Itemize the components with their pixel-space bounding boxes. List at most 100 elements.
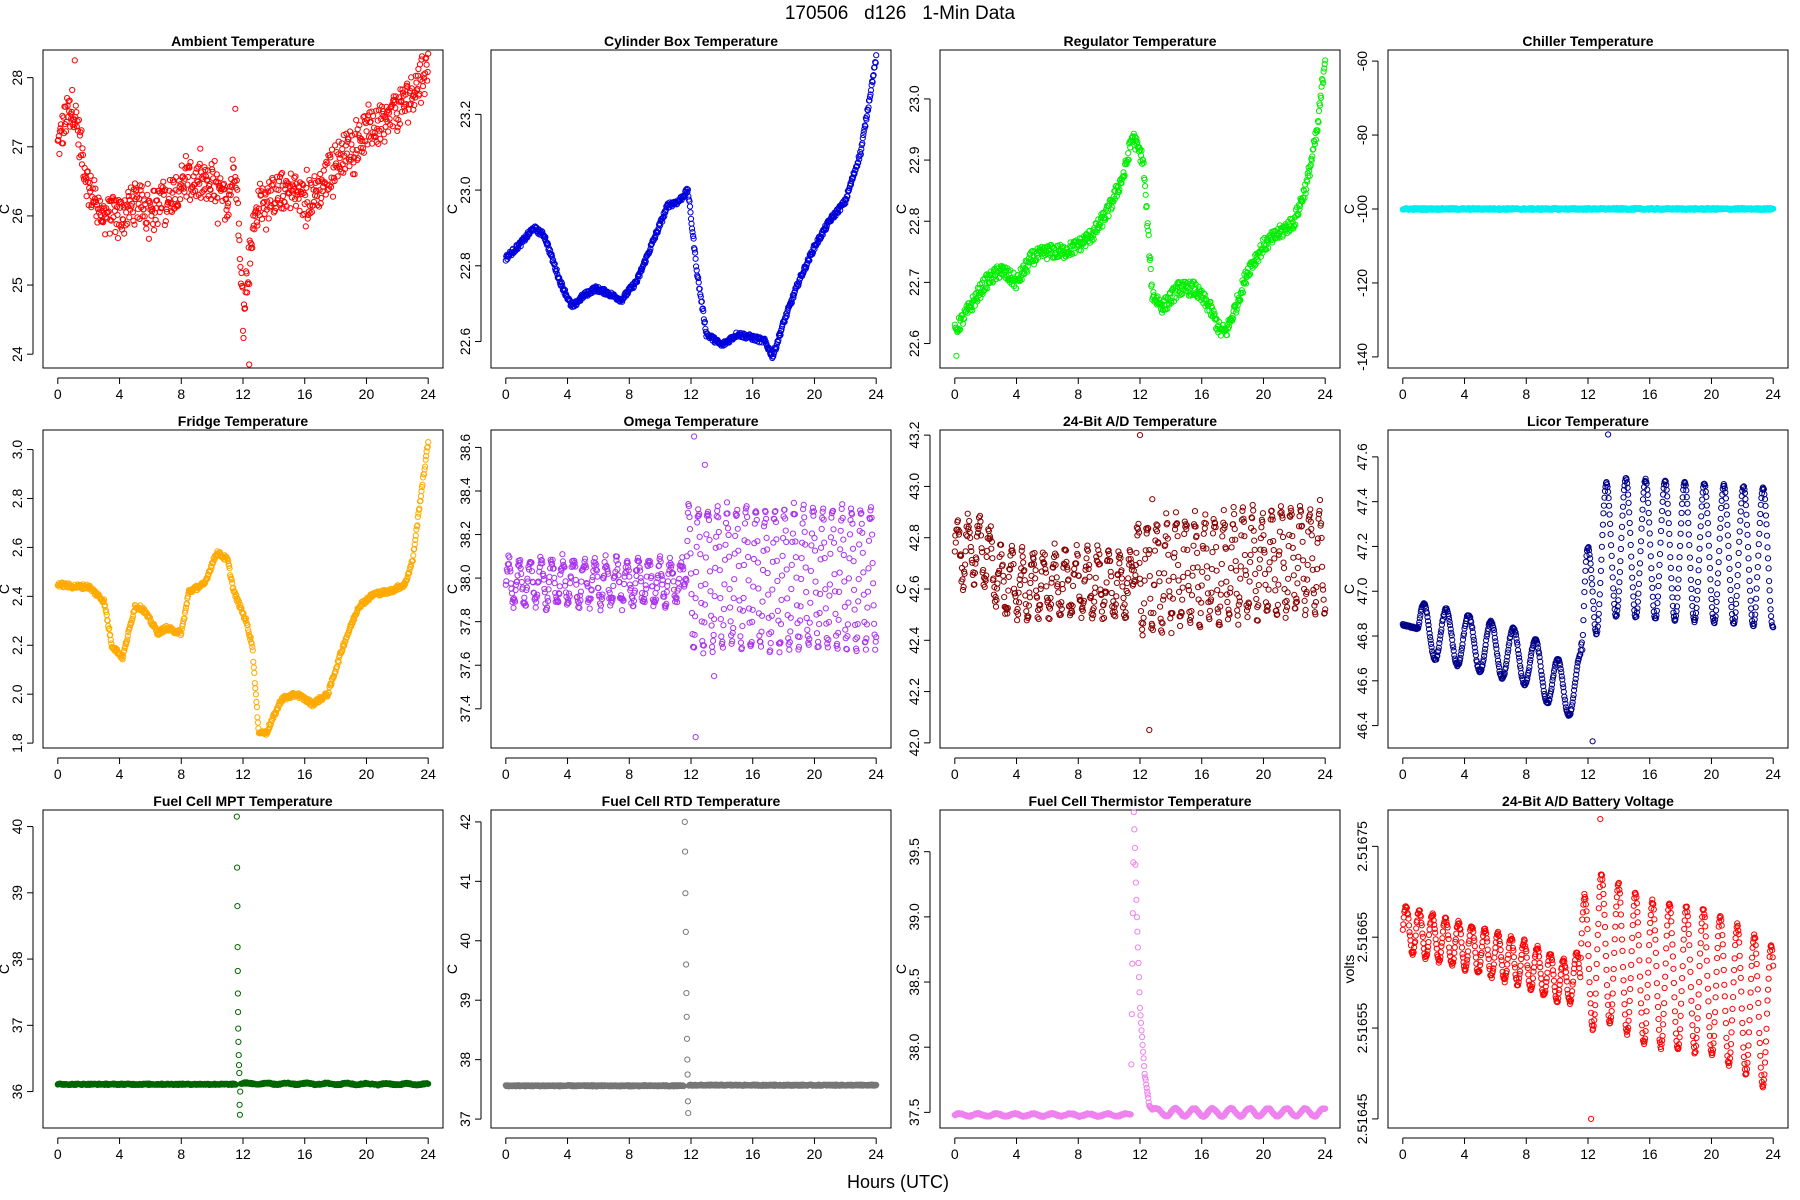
data-point — [233, 196, 240, 203]
data-point — [182, 153, 189, 160]
data-point — [1118, 575, 1126, 582]
y-tick-label: 42.2 — [906, 678, 922, 705]
data-point — [739, 623, 746, 630]
data-point — [1160, 593, 1167, 600]
data-point — [692, 595, 699, 602]
data-point — [695, 275, 702, 282]
data-point — [69, 86, 76, 94]
data-point — [687, 209, 694, 216]
data-point — [971, 296, 978, 303]
data-point — [1043, 255, 1051, 263]
data-point — [1318, 94, 1325, 101]
data-point — [244, 289, 251, 296]
data-point — [56, 150, 63, 157]
data-point — [735, 562, 742, 570]
data-point — [962, 548, 969, 555]
data-point — [789, 295, 796, 302]
data-point — [122, 222, 129, 229]
x-tick-label: 0 — [502, 766, 510, 782]
data-point — [726, 586, 733, 593]
data-point — [697, 291, 704, 298]
data-point — [873, 52, 880, 59]
data-point — [960, 583, 967, 591]
data-point — [55, 136, 62, 143]
data-point — [180, 185, 187, 192]
data-point — [702, 581, 709, 588]
data-point — [1182, 278, 1189, 286]
data-point — [309, 202, 317, 209]
data-point — [736, 606, 744, 613]
data-point — [974, 298, 981, 305]
data-point — [425, 50, 432, 57]
data-point — [712, 544, 719, 551]
data-point — [835, 616, 842, 623]
x-tick-label: 12 — [235, 766, 251, 782]
x-tick-label: 8 — [177, 766, 185, 782]
data-point — [830, 539, 838, 546]
data-point — [1172, 509, 1180, 516]
data-point — [710, 631, 717, 639]
data-point — [1269, 239, 1276, 246]
data-point — [253, 704, 260, 711]
data-point — [537, 553, 544, 561]
data-point — [217, 175, 224, 182]
data-point — [114, 211, 121, 218]
data-point — [70, 124, 77, 131]
data-point — [167, 199, 174, 206]
data-point — [798, 555, 805, 562]
data-point — [983, 553, 990, 561]
data-point — [130, 217, 137, 224]
data-point — [1127, 144, 1134, 151]
y-tick-label: 22.9 — [906, 146, 922, 173]
data-point — [688, 225, 696, 232]
data-point — [1071, 565, 1078, 573]
data-point — [807, 567, 815, 575]
data-point — [979, 290, 986, 298]
data-point — [707, 588, 714, 595]
data-point — [740, 561, 748, 569]
data-point — [275, 186, 282, 193]
data-point — [773, 536, 780, 543]
data-point — [1005, 267, 1012, 274]
x-tick-label: 16 — [297, 386, 313, 402]
data-point — [417, 99, 425, 106]
data-point — [684, 186, 692, 193]
data-point — [951, 548, 958, 555]
data-point — [316, 203, 323, 210]
data-point — [732, 532, 739, 540]
data-point — [1081, 238, 1088, 245]
data-point — [643, 585, 650, 592]
data-point — [992, 603, 1000, 610]
data-point — [632, 580, 639, 587]
data-point — [131, 180, 139, 187]
data-point — [1032, 567, 1039, 574]
x-tick-label: 8 — [1074, 766, 1082, 782]
data-point — [694, 519, 701, 526]
data-point — [357, 144, 364, 151]
data-point — [1230, 315, 1237, 322]
data-point — [721, 581, 728, 588]
data-point — [239, 327, 247, 334]
data-points — [951, 57, 1329, 359]
data-point — [303, 166, 310, 173]
data-point — [1090, 236, 1097, 243]
data-point — [765, 591, 772, 598]
data-point — [1000, 578, 1007, 585]
data-point — [778, 572, 786, 579]
data-point — [127, 184, 134, 191]
data-point — [256, 180, 264, 187]
data-point — [1139, 626, 1146, 633]
y-tick-label: -140 — [1354, 343, 1370, 371]
data-point — [638, 578, 645, 585]
data-point — [860, 128, 867, 135]
data-point — [851, 606, 858, 613]
data-point — [160, 178, 167, 185]
y-axis-label: C — [893, 204, 909, 214]
data-point — [795, 279, 803, 286]
data-point — [234, 200, 241, 207]
y-axis-label: C — [0, 204, 12, 214]
data-point — [1233, 309, 1240, 316]
x-tick-label: 0 — [54, 766, 62, 782]
data-point — [750, 583, 757, 590]
data-point — [1023, 608, 1030, 615]
